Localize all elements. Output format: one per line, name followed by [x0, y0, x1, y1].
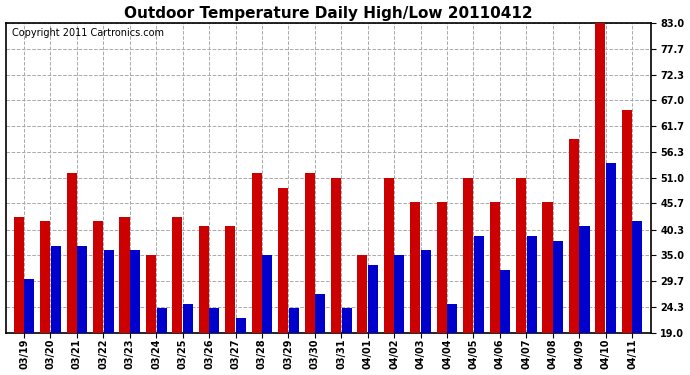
Bar [278, 188, 288, 333]
Bar [146, 255, 156, 333]
Bar [368, 265, 378, 333]
Bar [437, 202, 446, 333]
Bar [209, 308, 219, 333]
Bar [447, 303, 457, 333]
Bar [421, 251, 431, 333]
Bar [622, 110, 632, 333]
Bar [199, 226, 209, 333]
Bar [130, 251, 140, 333]
Bar [119, 216, 130, 333]
Bar [553, 241, 563, 333]
Bar [236, 318, 246, 333]
Bar [526, 236, 537, 333]
Bar [463, 178, 473, 333]
Bar [342, 308, 352, 333]
Bar [40, 221, 50, 333]
Bar [288, 308, 299, 333]
Bar [411, 202, 420, 333]
Bar [14, 216, 23, 333]
Bar [51, 246, 61, 333]
Bar [315, 294, 325, 333]
Bar [569, 139, 579, 333]
Bar [157, 308, 166, 333]
Bar [384, 178, 394, 333]
Bar [395, 255, 404, 333]
Bar [93, 221, 103, 333]
Text: Copyright 2011 Cartronics.com: Copyright 2011 Cartronics.com [12, 28, 164, 38]
Bar [252, 173, 262, 333]
Bar [357, 255, 368, 333]
Bar [490, 202, 500, 333]
Title: Outdoor Temperature Daily High/Low 20110412: Outdoor Temperature Daily High/Low 20110… [124, 6, 533, 21]
Bar [172, 216, 182, 333]
Bar [331, 178, 341, 333]
Bar [632, 221, 642, 333]
Bar [77, 246, 87, 333]
Bar [595, 23, 605, 333]
Bar [516, 178, 526, 333]
Bar [304, 173, 315, 333]
Bar [606, 164, 616, 333]
Bar [225, 226, 235, 333]
Bar [500, 270, 510, 333]
Bar [262, 255, 273, 333]
Bar [67, 173, 77, 333]
Bar [24, 279, 34, 333]
Bar [104, 251, 114, 333]
Bar [542, 202, 553, 333]
Bar [474, 236, 484, 333]
Bar [580, 226, 589, 333]
Bar [183, 303, 193, 333]
